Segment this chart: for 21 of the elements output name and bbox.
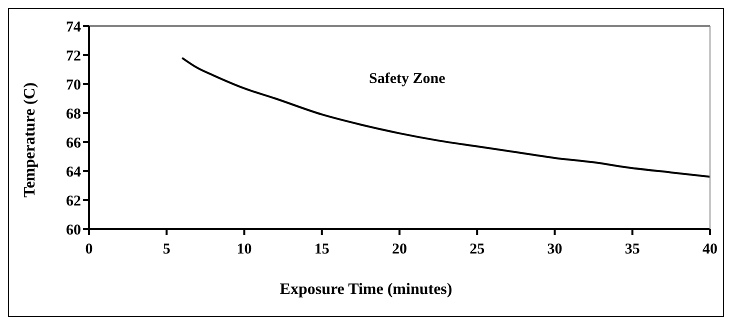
y-tick-label: 72 (66, 48, 81, 64)
x-tick-label: 0 (85, 242, 93, 258)
x-tick-label: 30 (547, 242, 562, 258)
x-tick-label: 25 (470, 242, 485, 258)
y-axis-title: Temperature (C) (22, 82, 39, 198)
x-tick-label: 35 (624, 242, 640, 258)
x-tick-label: 15 (314, 242, 330, 258)
x-tick-label: 10 (236, 242, 252, 258)
line-series (181, 56, 710, 178)
x-tick-label: 20 (392, 242, 407, 258)
y-tick-label: 74 (66, 19, 82, 36)
y-tick-label: 64 (66, 164, 82, 180)
annotation: Safety Zone (369, 71, 446, 88)
y-tick-label: 66 (66, 135, 82, 152)
y-tick-label: 68 (66, 106, 81, 122)
y-tick-label: 70 (66, 77, 81, 94)
x-tick-label: 40 (702, 242, 718, 258)
x-tick-label: 5 (162, 242, 170, 258)
y-tick-label: 60 (66, 222, 81, 238)
y-tick-label: 62 (66, 193, 81, 210)
x-axis-title: Exposure Time (minutes) (278, 281, 454, 299)
